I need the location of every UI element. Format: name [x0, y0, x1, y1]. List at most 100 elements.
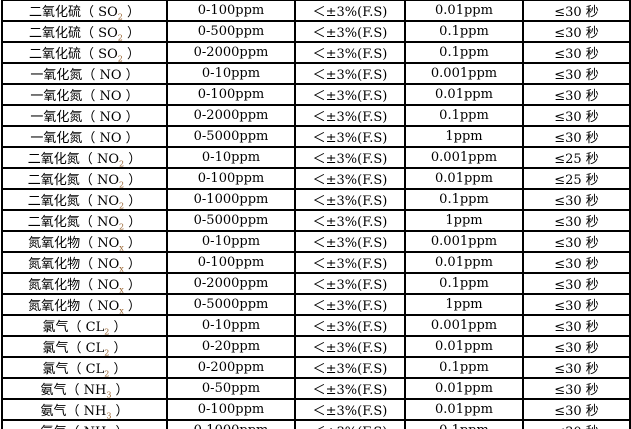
- resolution-value: 0.1ppm: [439, 423, 489, 429]
- gas-formula-subscript: x: [119, 285, 124, 294]
- accuracy-value: ＜±3%(F.S): [312, 236, 388, 251]
- resolution-cell: 0.01ppm: [404, 167, 524, 190]
- range-cell: 0-2000ppm: [166, 41, 296, 64]
- gas-name-cell: 氯气（ CL2 ）: [1, 356, 168, 379]
- gas-formula-subscript: 2: [118, 222, 125, 231]
- gas-label: 一氧化氮: [30, 131, 83, 146]
- accuracy-cell: ＜±3%(F.S): [294, 104, 406, 127]
- response-time-cell: ≤30 秒: [522, 104, 631, 127]
- gas-formula: NO: [96, 215, 119, 230]
- gas-name-cell: 二氧化氮（ NO2 ）: [1, 167, 168, 190]
- accuracy-cell: ＜±3%(F.S): [294, 167, 406, 190]
- table-row: 氯气（ CL2 ） 0-20ppm ＜±3%(F.S) 0.01ppm ≤30 秒: [1, 335, 631, 358]
- gas-label: 氨气: [40, 383, 67, 398]
- paren-open: （: [68, 341, 86, 356]
- resolution-cell: 0.1ppm: [404, 419, 524, 429]
- resolution-cell: 0.01ppm: [404, 83, 524, 106]
- paren-close: ）: [122, 5, 140, 20]
- accuracy-cell: ＜±3%(F.S): [294, 314, 406, 337]
- table-row: 氨气（ NH3 ） 0-50ppm ＜±3%(F.S) 0.01ppm ≤30 秒: [1, 377, 631, 400]
- gas-name-cell: 氨气（ NH3 ）: [1, 419, 168, 429]
- gas-formula-subscript: 2: [117, 54, 123, 63]
- gas-label: 氮氧化物: [28, 299, 81, 314]
- gas-name-cell: 氯气（ CL2 ）: [1, 335, 168, 358]
- range-value: 0-10ppm: [201, 150, 261, 165]
- gas-name-cell: 二氧化硫（ SO2 ）: [1, 41, 168, 64]
- accuracy-value: ＜±3%(F.S): [312, 152, 388, 167]
- gas-label: 二氧化氮: [27, 173, 80, 188]
- range-cell: 0-200ppm: [166, 356, 296, 379]
- response-time-value: ≤30 秒: [554, 425, 599, 429]
- gas-name-cell: 氮氧化物（ NOx ）: [1, 272, 168, 295]
- accuracy-cell: ＜±3%(F.S): [294, 0, 406, 22]
- range-value: 0-200ppm: [197, 360, 265, 375]
- resolution-value: 0.1ppm: [439, 45, 489, 60]
- accuracy-value: ＜±3%(F.S): [312, 278, 388, 293]
- gas-label: 氮氧化物: [28, 257, 81, 272]
- gas-label: 氨气: [40, 425, 66, 429]
- response-time-cell: ≤30 秒: [522, 230, 631, 253]
- paren-open: （: [68, 362, 86, 377]
- range-cell: 0-1000ppm: [166, 419, 296, 429]
- resolution-value: 0.001ppm: [430, 150, 498, 165]
- accuracy-value: ＜±3%(F.S): [312, 89, 388, 104]
- resolution-value: 0.01ppm: [435, 255, 493, 270]
- response-time-cell: ≤30 秒: [522, 125, 631, 148]
- gas-label: 氮氧化物: [28, 278, 81, 293]
- gas-formula-subscript: 2: [118, 201, 125, 210]
- range-cell: 0-100ppm: [166, 251, 296, 274]
- gas-formula: NH: [83, 404, 107, 419]
- resolution-value: 0.01ppm: [435, 381, 493, 396]
- resolution-value: 0.01ppm: [435, 402, 493, 417]
- range-value: 0-1000ppm: [193, 192, 269, 207]
- range-cell: 0-5000ppm: [166, 125, 296, 148]
- paren-open: （: [79, 215, 97, 230]
- range-value: 0-10ppm: [201, 318, 261, 333]
- range-value: 0-100ppm: [197, 171, 265, 186]
- gas-formula: NO: [97, 236, 120, 251]
- response-time-value: ≤30 秒: [554, 257, 599, 272]
- paren-close: ）: [111, 383, 129, 398]
- resolution-value: 0.1ppm: [439, 24, 489, 39]
- gas-formula: SO: [98, 5, 118, 20]
- paren-open: （: [79, 152, 97, 167]
- gas-name-cell: 氯气（ CL2 ）: [1, 314, 168, 337]
- range-cell: 0-50ppm: [166, 377, 296, 400]
- resolution-value: 0.01ppm: [435, 171, 493, 186]
- gas-label: 氨气: [40, 404, 67, 419]
- gas-name-cell: 一氧化氮（ NO ）: [1, 104, 168, 127]
- gas-label: 二氧化氮: [27, 215, 80, 230]
- table-row: 氮氧化物（ NOx ） 0-10ppm ＜±3%(F.S) 0.001ppm ≤30 秒: [1, 230, 631, 253]
- range-cell: 0-1000ppm: [166, 188, 296, 211]
- accuracy-value: ＜±3%(F.S): [312, 68, 388, 83]
- response-time-cell: ≤25 秒: [522, 146, 631, 169]
- accuracy-value: ＜±3%(F.S): [312, 299, 388, 314]
- gas-formula: NH: [84, 425, 107, 429]
- paren-open: （: [81, 5, 99, 20]
- paren-open: （: [82, 110, 100, 125]
- table-row: 一氧化氮（ NO ） 0-5000ppm ＜±3%(F.S) 1ppm ≤30 秒: [1, 125, 631, 148]
- accuracy-value: ＜±3%(F.S): [312, 131, 388, 146]
- accuracy-cell: ＜±3%(F.S): [294, 377, 406, 400]
- resolution-cell: 0.001ppm: [404, 146, 524, 169]
- range-cell: 0-10ppm: [166, 230, 296, 253]
- response-time-value: ≤30 秒: [554, 299, 599, 314]
- response-time-cell: ≤30 秒: [522, 419, 631, 429]
- paren-close: ）: [109, 341, 127, 356]
- paren-close: ）: [123, 278, 141, 293]
- resolution-cell: 0.1ppm: [404, 272, 524, 295]
- resolution-value: 0.01ppm: [435, 87, 493, 102]
- paren-open: （: [68, 320, 86, 335]
- resolution-cell: 0.001ppm: [404, 62, 524, 85]
- resolution-cell: 1ppm: [404, 125, 524, 148]
- gas-name-cell: 氮氧化物（ NOx ）: [1, 251, 168, 274]
- gas-label: 氯气: [42, 320, 69, 335]
- gas-formula: NO: [99, 68, 122, 83]
- range-value: 0-5000ppm: [193, 213, 269, 228]
- range-cell: 0-2000ppm: [166, 272, 296, 295]
- accuracy-cell: ＜±3%(F.S): [294, 20, 406, 43]
- resolution-value: 1ppm: [445, 297, 483, 312]
